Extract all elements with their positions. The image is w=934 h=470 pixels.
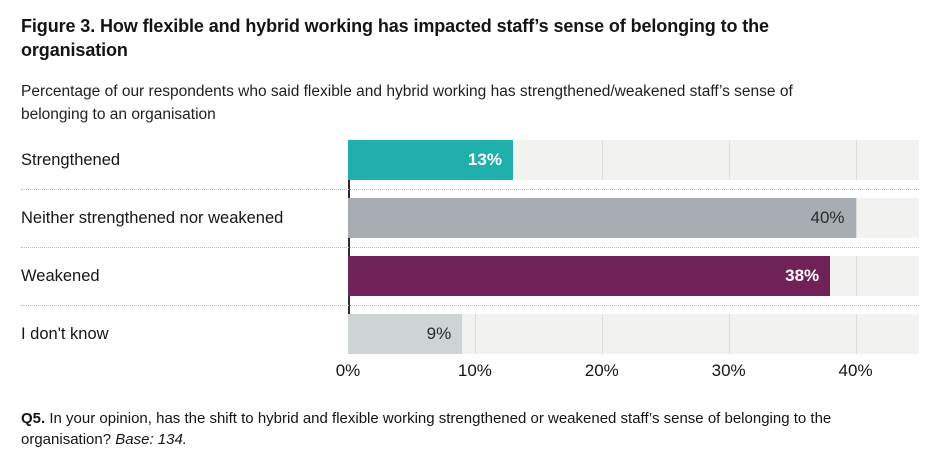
gridline bbox=[855, 140, 857, 180]
x-axis-tick-label: 40% bbox=[838, 361, 873, 380]
category-label: Neither strengthened nor weakened bbox=[21, 208, 284, 227]
bar: 13% bbox=[348, 140, 513, 180]
plot-band: 9% bbox=[348, 314, 919, 354]
bar-value-label: 40% bbox=[810, 208, 845, 227]
footnote-base: Base: 134. bbox=[115, 431, 187, 448]
category-label: Weakened bbox=[21, 266, 100, 285]
x-axis-tick-label: 10% bbox=[457, 361, 492, 380]
figure-title: Figure 3. How flexible and hybrid workin… bbox=[21, 16, 769, 60]
x-axis-tick-label: 20% bbox=[584, 361, 619, 380]
row-separator bbox=[21, 238, 919, 256]
gridline bbox=[728, 314, 730, 354]
figure-subtitle: Percentage of our respondents who said f… bbox=[21, 83, 793, 123]
bar-value-label: 38% bbox=[785, 266, 820, 285]
footnote-question-label: Q5. bbox=[21, 410, 46, 427]
gridline bbox=[728, 140, 730, 180]
row-separator bbox=[21, 180, 919, 198]
category-label: I don't know bbox=[21, 324, 109, 343]
x-axis: 0% 10% 20% 30% 40% bbox=[336, 361, 919, 387]
bar: 40% bbox=[348, 198, 856, 238]
gridline bbox=[855, 314, 857, 354]
bar-row: Weakened 38% bbox=[21, 256, 919, 296]
bar-row: I don't know 9% bbox=[21, 314, 919, 354]
bar-row: Strengthened 13% bbox=[21, 140, 919, 180]
x-axis-tick-label: 0% bbox=[335, 361, 361, 380]
footnote-text: In your opinion, has the shift to hybrid… bbox=[21, 410, 832, 448]
gridline bbox=[601, 140, 603, 180]
bar-chart: Strengthened 13% Neither strengthened nor … bbox=[21, 140, 919, 387]
gridline bbox=[601, 314, 603, 354]
gridline bbox=[855, 198, 857, 238]
x-axis-tick-label: 30% bbox=[711, 361, 746, 380]
plot-band: 40% bbox=[348, 198, 919, 238]
plot-band: 38% bbox=[348, 256, 919, 296]
category-label: Strengthened bbox=[21, 150, 121, 169]
gridline bbox=[855, 256, 857, 296]
bar: 38% bbox=[348, 256, 831, 296]
bar-value-label: 9% bbox=[426, 324, 452, 343]
gridline bbox=[474, 314, 476, 354]
bar-row: Neither strengthened nor weakened 40% bbox=[21, 198, 919, 238]
figure-footnote: Q5. In your opinion, has the shift to hy… bbox=[21, 408, 919, 450]
bar-value-label: 13% bbox=[467, 150, 502, 169]
chart-rows: Strengthened 13% Neither strengthened nor … bbox=[21, 140, 919, 354]
row-separator bbox=[21, 296, 919, 314]
plot-band: 13% bbox=[348, 140, 919, 180]
bar: 9% bbox=[348, 314, 463, 354]
